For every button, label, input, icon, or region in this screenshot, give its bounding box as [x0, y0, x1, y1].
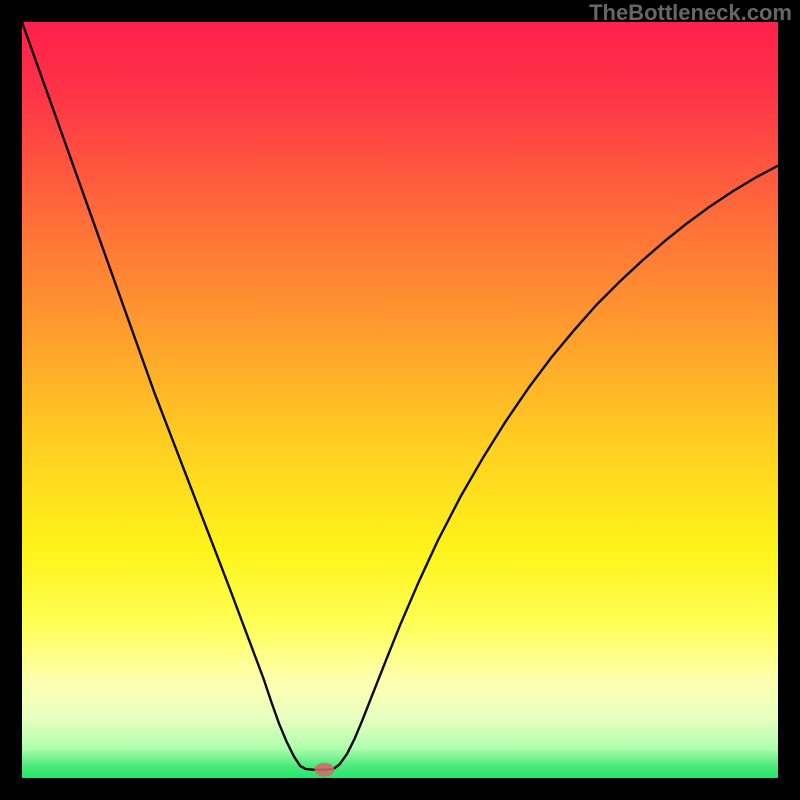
optimal-marker	[314, 763, 334, 777]
bottleneck-chart	[0, 0, 800, 800]
watermark-label: TheBottleneck.com	[589, 0, 792, 26]
gradient-background	[22, 22, 778, 778]
chart-container: TheBottleneck.com	[0, 0, 800, 800]
